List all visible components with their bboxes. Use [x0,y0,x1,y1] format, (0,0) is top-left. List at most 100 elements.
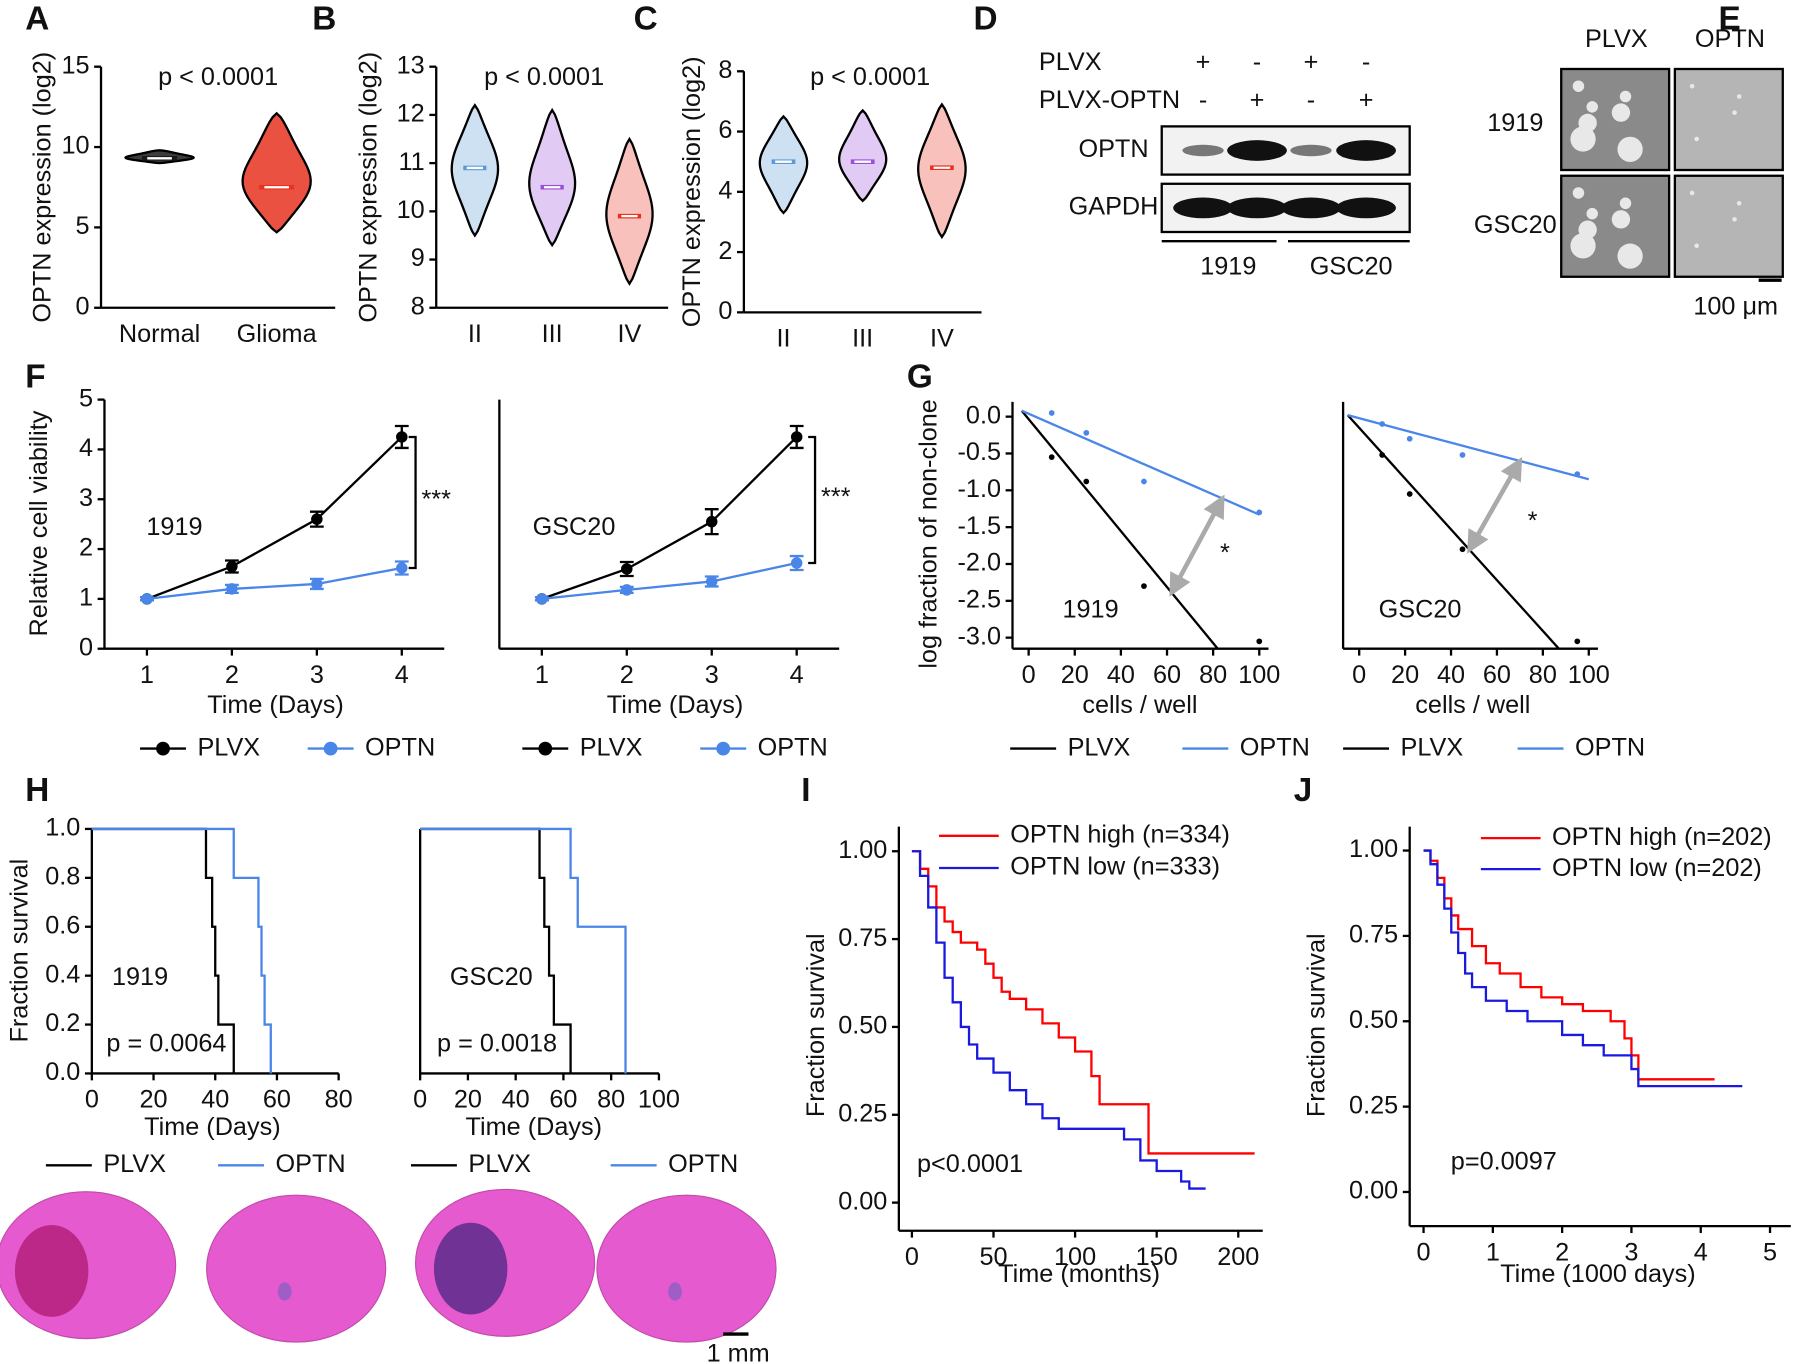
point [396,431,408,443]
band [1227,197,1287,219]
p-value: p=0.0097 [1451,1148,1557,1176]
x-tick-label: 80 [597,1086,625,1114]
violin [528,107,577,248]
y-axis-label: Fraction survival [5,859,33,1043]
survival-curve [911,850,1206,1190]
treatment-sign: + [1250,86,1265,114]
legend-label: OPTN low (n=333) [1010,853,1220,881]
point [1141,478,1147,485]
y-axis-label: log fraction of non-clone [915,399,943,669]
y-tick-label: 0.8 [45,863,80,891]
cell-line-label: 1919 [112,963,168,991]
survival-curve [420,827,572,1074]
point [1574,471,1581,477]
point [311,513,323,525]
y-tick-label: -0.5 [958,438,1002,466]
point [1141,583,1147,589]
panel-letter: B [312,1,336,38]
x-axis-label: Time (1000 days) [1500,1260,1696,1288]
violin [605,136,654,286]
survival-curve [911,850,1255,1155]
panel-letter: H [25,772,49,809]
x-tick-label: 100 [1568,661,1610,689]
y-tick-label: 13 [397,51,425,79]
treatment-label: PLVX [1039,48,1102,76]
x-tick-label: 60 [1153,661,1181,689]
x-tick-label: II [776,325,790,353]
treatment-label: PLVX-OPTN [1039,86,1180,114]
x-tick-label: 100 [638,1086,680,1114]
y-tick-label: 1.0 [45,814,80,842]
x-tick-label: 40 [502,1086,530,1114]
sphere [1586,101,1598,113]
y-tick-label: -2.0 [958,549,1002,577]
point [621,584,633,596]
significance: * [1220,539,1230,567]
x-tick-label: 100 [1238,661,1280,689]
violin [450,103,500,238]
cell-line-label: GSC20 [533,513,616,541]
survival-curve [91,827,235,1074]
y-tick-label: 10 [61,132,89,160]
y-tick-label: 10 [397,196,425,224]
y-axis-label: Relative cell viability [25,410,53,636]
sphere [1578,113,1597,133]
panel-letter: A [25,1,49,38]
x-tick-label: 0 [85,1086,99,1114]
lesion [668,1282,682,1301]
y-tick-label: -3.0 [958,622,1002,650]
x-tick-label: 40 [1107,661,1135,689]
y-tick-label: 0 [75,292,89,320]
panel-letter: C [634,1,658,38]
sphere [1617,136,1643,162]
point [1406,435,1413,442]
violin [241,111,312,234]
x-tick-label: 0 [905,1243,919,1271]
x-axis-label: Time (months) [998,1260,1160,1288]
y-tick-label: 9 [411,244,425,272]
column-label: PLVX [1585,25,1648,53]
point [1459,546,1466,553]
cell-line-label: GSC20 [1379,595,1462,623]
x-tick-label: 80 [325,1086,353,1114]
y-tick-label: 0.4 [45,960,80,988]
sphere [1694,136,1699,142]
point [1379,452,1386,458]
point [226,560,238,573]
y-tick-label: 0.25 [838,1099,887,1127]
y-tick-label: 8 [718,56,732,84]
sphere [1572,187,1585,199]
x-tick-label: 20 [454,1086,482,1114]
panel-letter: F [25,359,45,396]
legend-label: OPTN [758,733,828,761]
x-tick-label: 1 [535,661,549,689]
band [1182,144,1224,157]
point [1048,454,1055,461]
x-tick-label: 5 [1763,1238,1777,1266]
x-tick-label: 100 [1054,1243,1096,1271]
y-tick-label: 6 [718,116,732,144]
y-tick-label: 8 [411,292,425,320]
tumor [433,1222,508,1315]
x-tick-label: 40 [201,1086,229,1114]
cell-line-label: GSC20 [450,963,533,991]
sphere [1736,94,1742,99]
y-tick-label: 0.50 [1349,1006,1398,1034]
significance-bracket [808,435,817,565]
x-tick-label: 0 [1022,661,1036,689]
legend-label: OPTN low (n=202) [1552,854,1762,882]
y-tick-label: 2 [718,237,732,265]
x-tick-label: III [852,325,873,353]
y-tick-label: 1.00 [1349,835,1398,863]
panel-letter: D [973,1,997,38]
y-tick-label: 2 [79,534,93,562]
treatment-sign: + [1196,48,1211,76]
micrograph [1673,67,1784,172]
band [1227,140,1287,161]
legend-marker [538,741,553,756]
x-tick-label: 3 [705,661,719,689]
survival-curve [1423,849,1743,1088]
p-value: p < 0.0001 [158,63,278,91]
x-tick-label: 80 [1529,661,1557,689]
line [146,436,403,600]
